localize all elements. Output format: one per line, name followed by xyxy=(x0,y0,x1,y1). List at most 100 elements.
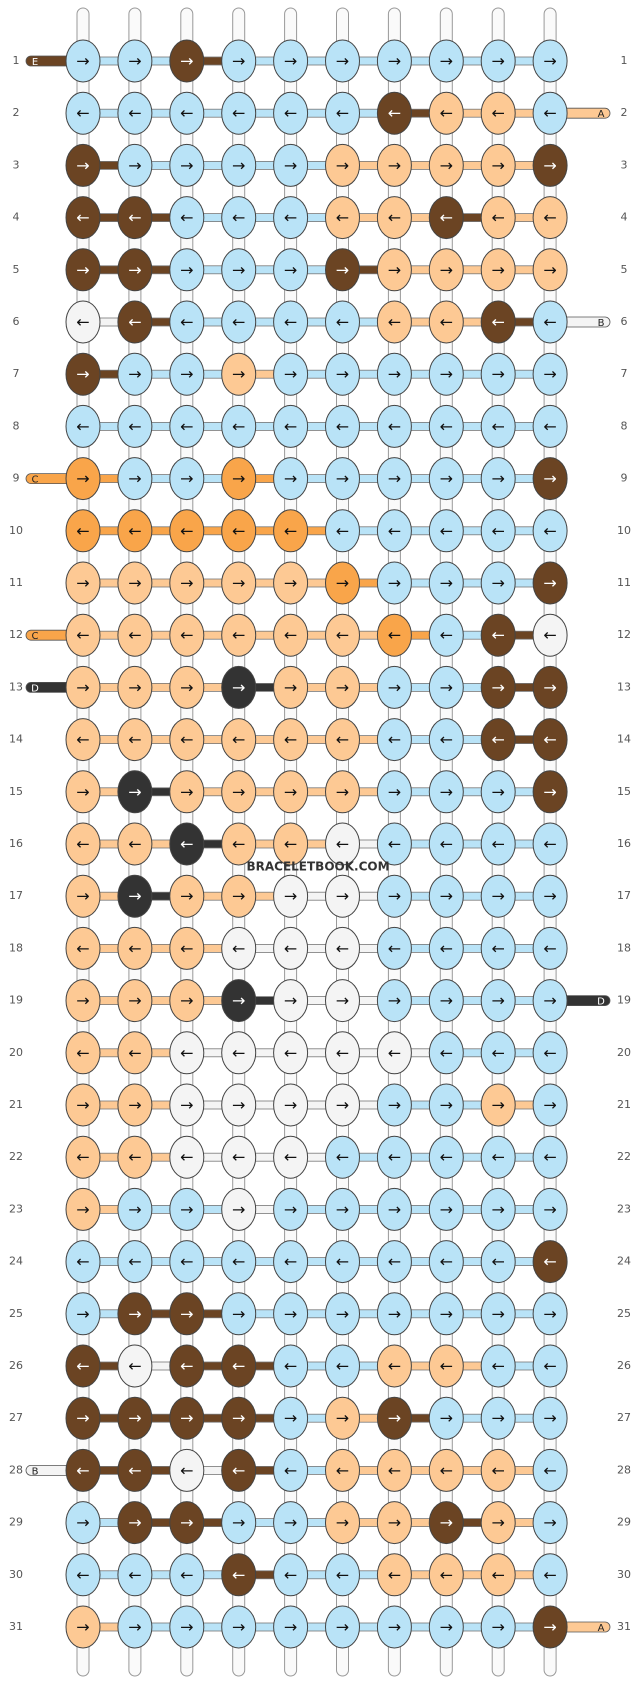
knot xyxy=(532,1031,568,1075)
knot-arrow: ← xyxy=(128,1461,141,1480)
knot xyxy=(65,457,101,501)
knot-arrow: ← xyxy=(336,417,349,436)
knot-arrow: ← xyxy=(284,1148,297,1167)
knot-arrow: → xyxy=(336,365,349,384)
knot-arrow: → xyxy=(543,469,556,488)
row-number: 9 xyxy=(13,472,20,485)
row-number: 6 xyxy=(13,315,20,328)
knot xyxy=(117,874,153,918)
knot xyxy=(480,770,516,814)
knot-arrow: → xyxy=(180,574,193,593)
knot xyxy=(221,300,257,344)
knot xyxy=(117,665,153,709)
knot xyxy=(169,613,205,657)
knot-arrow: → xyxy=(336,469,349,488)
knot-arrow: → xyxy=(543,678,556,697)
knot xyxy=(376,352,412,396)
knot xyxy=(221,1135,257,1179)
knot-arrow: ← xyxy=(76,521,89,540)
knot-arrow: → xyxy=(543,52,556,71)
row-number: 7 xyxy=(621,367,628,380)
knot xyxy=(117,1344,153,1388)
knot xyxy=(480,822,516,866)
knot xyxy=(273,196,309,240)
knot xyxy=(221,1553,257,1597)
knot xyxy=(325,352,360,396)
knot xyxy=(325,1553,360,1597)
knot-arrow: → xyxy=(440,260,453,279)
knot xyxy=(480,91,516,135)
string-label: E xyxy=(32,57,38,68)
knot xyxy=(325,561,360,605)
knot-arrow: → xyxy=(284,52,297,71)
knot-arrow: ← xyxy=(543,1357,556,1376)
knot-arrow: ← xyxy=(284,1565,297,1584)
knot-arrow: → xyxy=(388,260,401,279)
string-label: A xyxy=(598,109,605,120)
knot-arrow: ← xyxy=(336,104,349,123)
knot-arrow: → xyxy=(440,1096,453,1115)
knot xyxy=(117,196,153,240)
knot-arrow: → xyxy=(336,782,349,801)
knot xyxy=(65,874,101,918)
knot-arrow: ← xyxy=(388,626,401,645)
knot-arrow: ← xyxy=(440,417,453,436)
knot-arrow: ← xyxy=(491,1148,504,1167)
knot-arrow: → xyxy=(491,678,504,697)
knot-arrow: ← xyxy=(76,104,89,123)
knot-arrow: → xyxy=(491,1304,504,1323)
knot-arrow: → xyxy=(440,156,453,175)
row-number: 8 xyxy=(621,419,628,432)
row-number: 11 xyxy=(617,576,631,589)
knot-arrow: ← xyxy=(232,208,245,227)
knot xyxy=(376,509,412,553)
knot-arrow: → xyxy=(232,1513,245,1532)
knot-arrow: ← xyxy=(336,208,349,227)
knot-arrow: ← xyxy=(336,1357,349,1376)
knot-arrow: ← xyxy=(180,521,193,540)
knot xyxy=(65,1605,101,1649)
knot xyxy=(325,718,360,762)
knot-arrow: → xyxy=(491,782,504,801)
row-number: 15 xyxy=(617,785,631,798)
row-number: 27 xyxy=(617,1411,631,1424)
knot-arrow: ← xyxy=(76,313,89,332)
knot xyxy=(480,143,516,187)
knot-arrow: ← xyxy=(180,730,193,749)
knot xyxy=(480,561,516,605)
knot xyxy=(65,1240,101,1284)
knot-arrow: ← xyxy=(128,1565,141,1584)
knot-arrow: → xyxy=(232,1200,245,1219)
knot xyxy=(325,874,360,918)
knot-arrow: → xyxy=(336,1304,349,1323)
knot xyxy=(169,1344,205,1388)
knots: → → → → → → → → → → ← ← ← ← ← ← ← ← ← ← → → → → → → → → → → ← ← ← ← ← ← ← ← ← ←… xyxy=(65,39,568,1649)
knot-arrow: ← xyxy=(232,313,245,332)
string-label: D xyxy=(31,683,39,694)
knot xyxy=(376,457,412,501)
knot xyxy=(325,1448,360,1492)
knot xyxy=(532,300,568,344)
row-number: 31 xyxy=(617,1620,631,1633)
knot-arrow: ← xyxy=(284,730,297,749)
knot-arrow: → xyxy=(543,1304,556,1323)
knot-arrow: ← xyxy=(491,1461,504,1480)
knot xyxy=(480,1292,516,1336)
knot-arrow: → xyxy=(180,1618,193,1637)
knot-arrow: ← xyxy=(180,104,193,123)
knot-arrow: → xyxy=(543,365,556,384)
knot xyxy=(273,352,309,396)
knot-arrow: → xyxy=(128,1513,141,1532)
knot xyxy=(428,509,464,553)
knot-arrow: → xyxy=(232,991,245,1010)
knot-arrow: → xyxy=(76,991,89,1010)
row-number: 19 xyxy=(617,994,631,1007)
knot-arrow: ← xyxy=(76,1252,89,1271)
knot xyxy=(532,926,568,970)
knot-arrow: ← xyxy=(284,417,297,436)
string-label: C xyxy=(32,631,39,642)
knot xyxy=(221,874,257,918)
knot-arrow: → xyxy=(128,678,141,697)
knot xyxy=(428,822,464,866)
